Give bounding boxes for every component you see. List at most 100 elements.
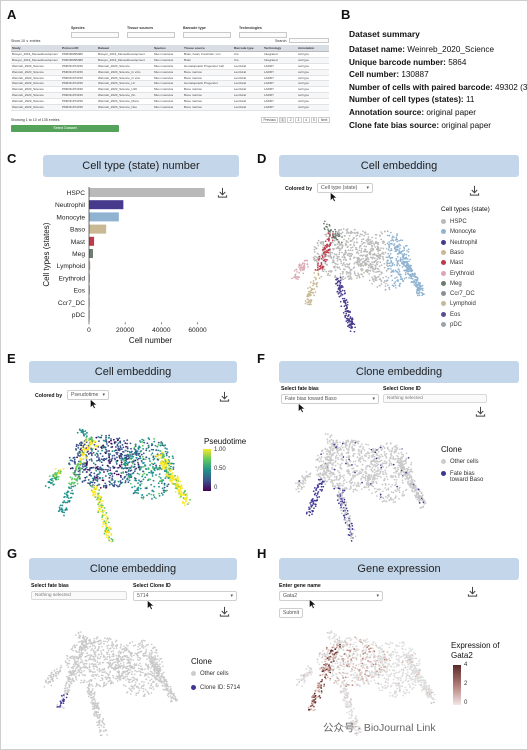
clone-id-select-g[interactable]: 5714 ▾ [133,591,237,601]
summary-item: Clone fate bias source: original paper [349,121,491,130]
table-row[interactable]: Weinreb_2020_Science PMID31974159 Weinreb_… [11,69,329,76]
column-header[interactable]: Dataset [98,46,110,50]
table-cell: Integrated [264,57,278,62]
legend-label: Ccr7_DC [450,291,475,298]
bar-erythroid [89,273,90,283]
table-cell: Mus musculus [154,52,174,56]
table-cell: Mus musculus [154,75,174,80]
fate-bias-select-g[interactable]: Nothing selected [31,591,127,600]
legend-item-clone-f: Fate bias toward Baso [441,471,490,483]
table-cell: Mus musculus [154,87,174,92]
table-cell: Bowyer_2019_MouseDevelopmen [12,52,58,56]
download-icon[interactable] [219,606,230,617]
page-button[interactable]: 2 [287,117,294,123]
table-cell: cell type [298,105,310,110]
table-row[interactable]: Weinreb_2020_Science PMID31974159 Weinreb_… [11,87,329,94]
table-cell: Cre [234,52,239,56]
mouse-cursor-icon [298,403,306,413]
column-header[interactable]: Species [154,46,166,50]
table-row[interactable]: Weinreb_2020_Science PMID31974159 Weinreb_… [11,99,329,106]
fate-bias-select-f[interactable]: Fate bias toward Baso ▾ [281,394,379,404]
table-cell: Lentiviral [234,75,247,80]
category-label: Ccr7_DC [58,300,85,307]
column-header[interactable]: Annotation [298,46,315,50]
table-footer: Showing 1 to 10 of 135 entries [11,118,60,122]
table-cell: Mus musculus [154,105,174,110]
summary-item-value: Weinreb_2020_Science [407,45,495,54]
expression-tick-4: 4 [464,662,468,668]
dataset-table: Study Protocol ID Dataset Species Tissue sou… [11,45,329,111]
page-button[interactable]: Next [318,117,330,123]
filter-barcode-select[interactable] [183,32,231,38]
page-button[interactable]: 1 [279,117,287,123]
download-icon[interactable] [475,406,486,417]
table-cell: LARRY [264,75,274,80]
column-header[interactable]: Technology [264,46,282,50]
page-button[interactable]: 5 [310,117,318,123]
table-row[interactable]: Weinreb_2020_Science PMID31974159 Weinreb_… [11,93,329,100]
mouse-cursor-icon [330,192,338,202]
expression-tick-2: 2 [464,681,468,687]
page-button[interactable]: 3 [294,117,302,123]
table-row[interactable]: Weinreb_2020_Science PMID31974159 Weinreb_… [11,76,329,82]
caret-down-icon: ▾ [366,185,369,191]
show-entries[interactable]: Show 10 ∨ entries [11,39,41,43]
column-header[interactable]: Protocol ID [62,46,79,50]
page-button[interactable]: Previous [261,117,279,123]
x-tick-label: 60000 [188,327,207,334]
summary-item-value: original paper [441,120,491,130]
summary-item-value: 11 [465,95,475,105]
colored-by-label-e: Colored by [35,393,63,399]
summary-item: Cell number: 130887 [349,70,429,79]
table-cell: Bowyer_2019_MouseDevelopmen [12,57,58,62]
summary-item-label: Cell number: [349,70,400,80]
panel-label-e: E [7,351,16,366]
table-cell: cell type [298,99,310,104]
table-cell: PMID31974159 [62,75,83,80]
download-icon[interactable] [219,391,230,402]
x-tick-label: 40000 [152,327,171,334]
colored-by-select-e[interactable]: Pseudotime ▾ [67,390,109,400]
download-icon[interactable] [469,185,480,196]
table-cell: Integrated [264,52,278,56]
gene-name-select[interactable]: Gata2 ▾ [279,591,383,601]
submit-button[interactable]: Submit [279,608,303,618]
table-row[interactable]: Weinreb_2020_Science PMID31974159 Weinreb_… [11,105,329,111]
legend-label: Monocyte [450,229,477,236]
summary-item-value: original paper [426,108,476,117]
pseudotime-tick-0: 0 [214,485,218,491]
clone-legend-title-f: Clone [441,445,462,454]
table-header: Study Protocol ID Dataset Species Tissue sou… [11,45,329,52]
table-row[interactable]: Bowyer_2019_MouseDevelopmen PMID38395080 B… [11,57,329,64]
search-input[interactable] [289,38,329,43]
column-header[interactable]: Barcode type [234,46,254,50]
page-button[interactable]: 4 [302,117,310,123]
table-row[interactable]: Weinreb_2020_Science PMID31974159 Weinreb_… [11,81,329,88]
table-cell: PMID38395080 [62,57,83,62]
column-header[interactable]: Tissue source [184,46,205,50]
clone-id-value-g: 5714 [137,593,149,599]
summary-item-label: Annotation source: [349,108,425,117]
legend-item-clone-g: Clone ID: 5714 [191,685,240,691]
table-cell: Brain [184,57,192,62]
table-row[interactable]: Weinreb_2020_Science PMID31974159 Weinreb_… [11,64,329,70]
filter-tech-select[interactable] [239,32,287,38]
table-cell: LARRY [264,69,274,74]
clone-id-select-f[interactable]: Nothing selected [383,394,487,403]
filter-tissue-select[interactable] [127,32,175,38]
table-row[interactable]: Bowyer_2019_MouseDevelopmen PMID38395080 B… [11,52,329,58]
legend-dot [441,311,446,317]
legend-label: Eos [450,311,461,318]
select-dataset-button[interactable]: Select Dataset [11,125,119,132]
download-icon[interactable] [467,586,478,597]
legend-dot [191,685,196,690]
column-header[interactable]: Study [12,46,21,50]
filter-species-select[interactable] [71,32,119,38]
table-cell: Weinreb_2020_Science_Mono [98,99,139,104]
table-cell: Weinreb_2020_Science [98,63,130,68]
table-cell: cell type [298,69,310,74]
table-cell: LARRY [264,93,274,98]
colored-by-select-d[interactable]: Cell type (state) ▾ [317,183,373,193]
clone-id-label-f: Select Clone ID [383,386,421,392]
download-icon[interactable] [217,187,228,198]
